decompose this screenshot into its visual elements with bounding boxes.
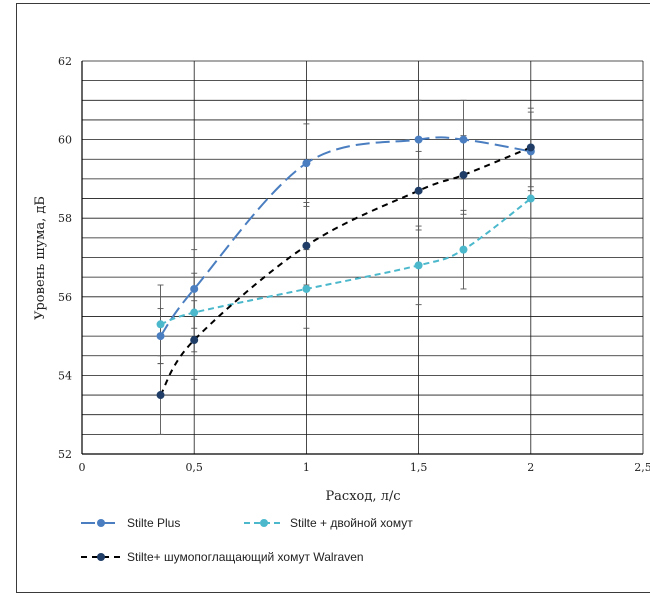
data-point [302, 284, 311, 293]
data-point [302, 159, 311, 168]
x-tick-label: 1,5 [410, 461, 428, 474]
grid-lines [81, 60, 644, 455]
legend-label: Stilte + двойной хомут [290, 516, 413, 530]
series-markers [156, 135, 535, 400]
axes [81, 61, 643, 455]
legend-swatch-marker [97, 553, 105, 561]
data-point [459, 245, 468, 254]
x-tick-label: 0,5 [185, 461, 203, 474]
legend-item-stilte-double-clamp: Stilte + двойной хомут [244, 516, 413, 530]
legend-item-stilte-plus: Stilte Plus [81, 516, 180, 530]
legend: Stilte Plus Stilte + двойной хомут Stilt… [81, 516, 413, 564]
x-axis-title: Расход, л/с [325, 489, 400, 504]
y-tick-label: 62 [58, 55, 72, 68]
data-point [190, 284, 199, 293]
x-tick-label: 2,5 [634, 461, 650, 474]
series-line [159, 146, 532, 396]
series-lines [159, 136, 532, 396]
data-point [459, 135, 468, 144]
legend-item-stilte-walraven: Stilte+ шумопоглащающий хомут Walraven [81, 550, 364, 564]
tick-labels: 0 0,5 1 1,5 2 2,5 52 54 56 58 60 62 [58, 55, 650, 474]
data-point [156, 332, 165, 341]
x-tick-label: 0 [79, 461, 86, 474]
y-axis-title: Уровень шума, дБ [33, 196, 48, 320]
data-point [302, 241, 311, 250]
series-line [159, 136, 531, 337]
data-point [459, 170, 468, 179]
y-tick-label: 58 [58, 212, 72, 225]
data-point [414, 261, 423, 270]
data-point [190, 308, 199, 317]
data-point [156, 320, 165, 329]
data-point [414, 135, 423, 144]
data-point [156, 391, 165, 400]
legend-swatch-marker [260, 519, 268, 527]
y-tick-label: 60 [58, 134, 72, 147]
y-tick-label: 52 [58, 448, 72, 461]
data-point [526, 143, 535, 152]
y-tick-label: 54 [58, 369, 72, 382]
legend-label: Stilte+ шумопоглащающий хомут Walraven [127, 550, 364, 564]
legend-swatch-marker [97, 519, 105, 527]
error-bars [157, 99, 534, 435]
data-point [526, 194, 535, 203]
x-tick-label: 2 [527, 461, 534, 474]
data-point [190, 336, 199, 345]
data-point [414, 186, 423, 195]
legend-label: Stilte Plus [127, 516, 180, 530]
x-tick-label: 1 [303, 461, 310, 474]
y-tick-label: 56 [58, 291, 72, 304]
